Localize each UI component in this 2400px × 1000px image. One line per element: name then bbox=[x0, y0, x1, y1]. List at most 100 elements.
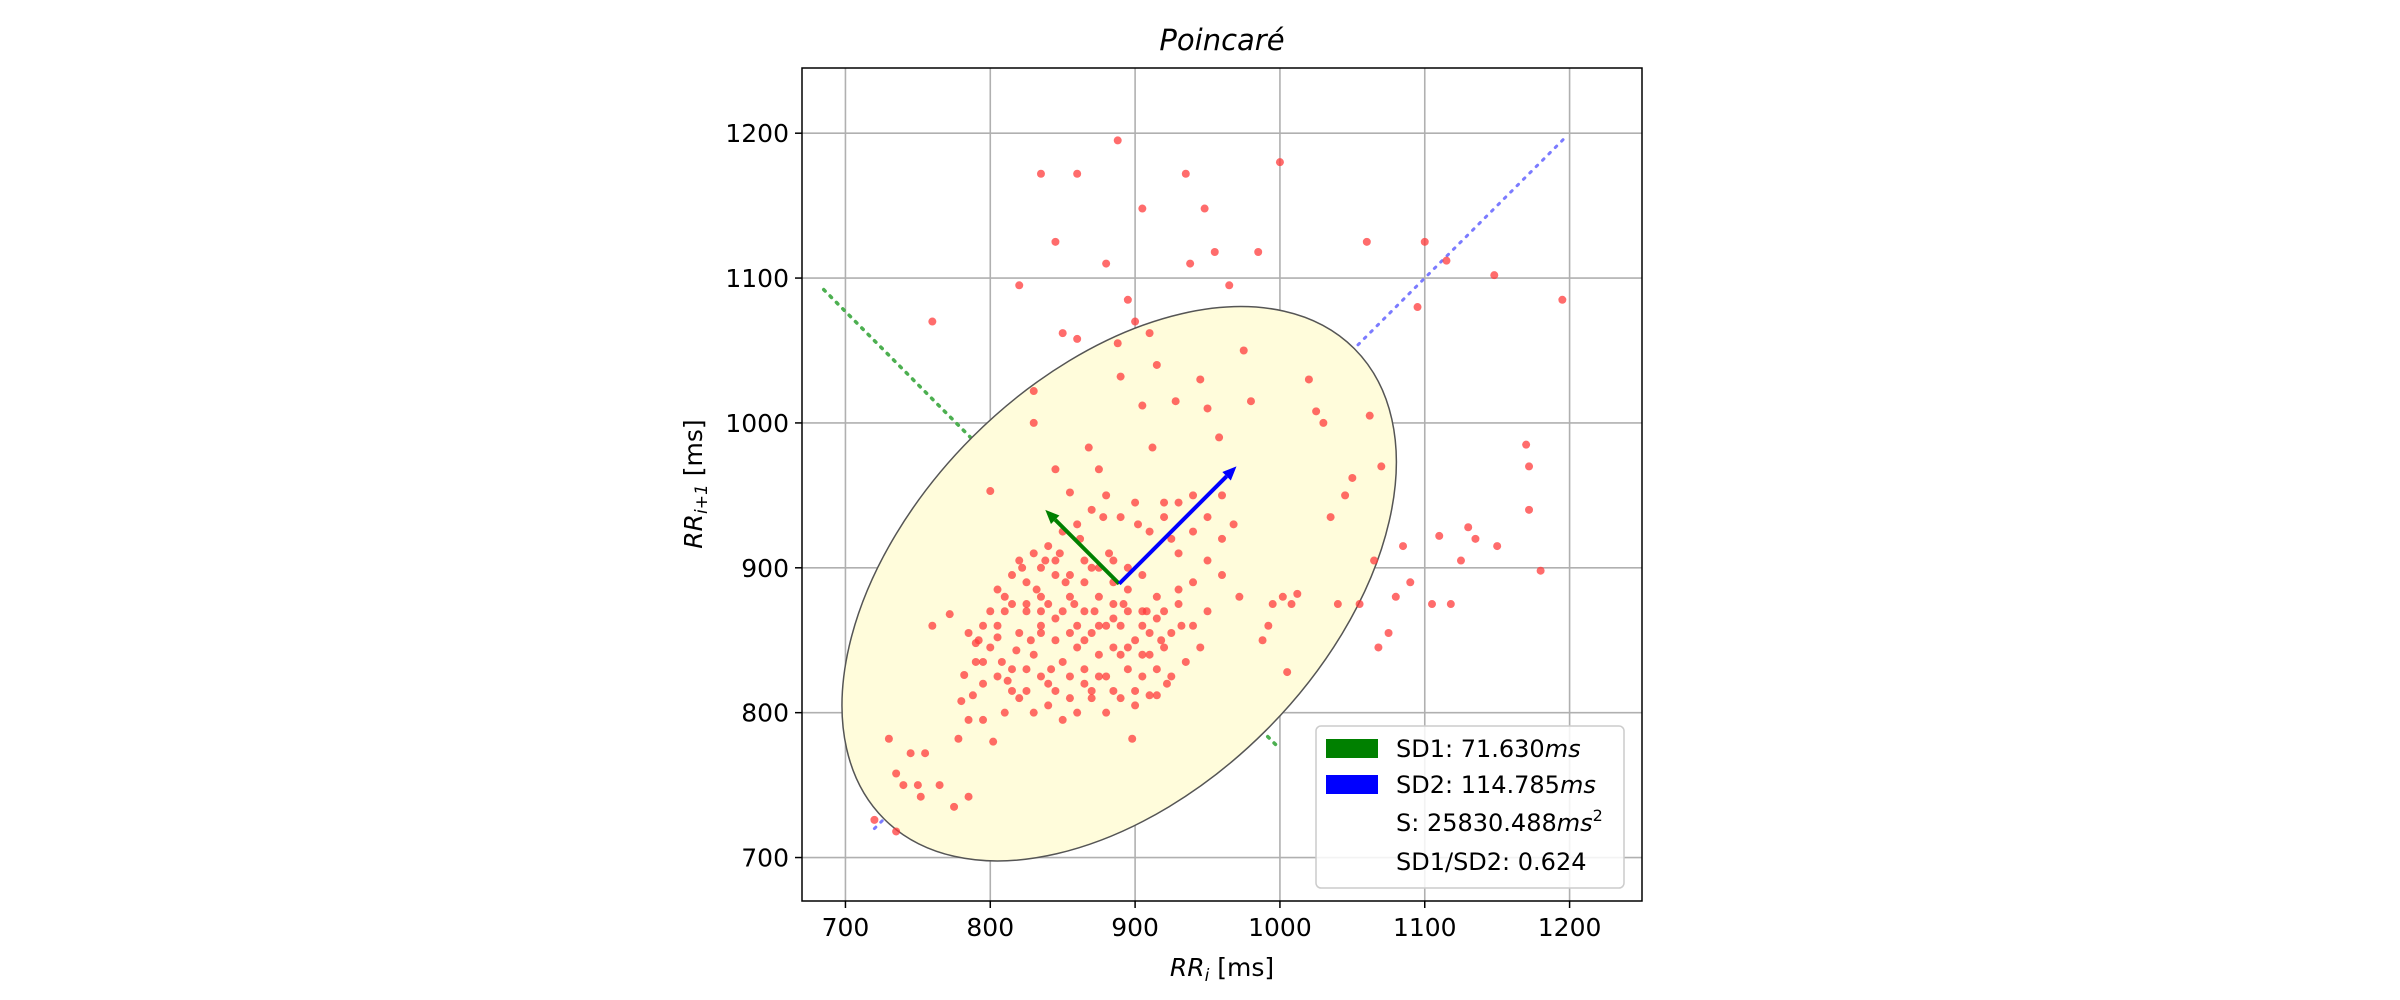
rr-point bbox=[968, 691, 977, 700]
rr-point bbox=[1254, 247, 1263, 256]
rr-point bbox=[1493, 542, 1502, 551]
rr-point bbox=[1123, 585, 1132, 594]
rr-point bbox=[1160, 643, 1169, 652]
rr-point bbox=[1029, 549, 1038, 558]
rr-point bbox=[1000, 607, 1009, 616]
rr-point bbox=[921, 749, 930, 758]
rr-point bbox=[1157, 636, 1166, 645]
rr-point bbox=[979, 679, 988, 688]
rr-point bbox=[979, 657, 988, 666]
rr-point bbox=[1374, 643, 1383, 652]
rr-point bbox=[1061, 578, 1070, 587]
rr-point bbox=[1152, 691, 1161, 700]
rr-point bbox=[1073, 169, 1082, 178]
rr-point bbox=[1464, 523, 1473, 532]
rr-point bbox=[1333, 600, 1342, 609]
x-axis-label: RRi [ms] bbox=[1170, 953, 1274, 986]
rr-point bbox=[1015, 281, 1024, 290]
rr-point bbox=[1123, 643, 1132, 652]
rr-point bbox=[1044, 542, 1053, 551]
rr-point bbox=[1123, 665, 1132, 674]
rr-point bbox=[986, 487, 995, 496]
rr-point bbox=[1087, 628, 1096, 637]
rr-point bbox=[928, 317, 937, 326]
chart-title: Poincaré bbox=[1159, 23, 1284, 57]
rr-point bbox=[1275, 158, 1284, 167]
rr-point bbox=[1094, 672, 1103, 681]
rr-point bbox=[1036, 621, 1045, 630]
rr-point bbox=[1196, 643, 1205, 652]
rr-point bbox=[1312, 407, 1321, 416]
rr-point bbox=[1044, 600, 1053, 609]
rr-point bbox=[1058, 657, 1067, 666]
rr-point bbox=[1304, 375, 1313, 384]
rr-point bbox=[1399, 542, 1408, 551]
rr-point bbox=[1210, 247, 1219, 256]
rr-point bbox=[899, 781, 908, 790]
rr-point bbox=[1391, 592, 1400, 601]
rr-point bbox=[1160, 607, 1169, 616]
rr-point bbox=[1152, 592, 1161, 601]
rr-point bbox=[1116, 650, 1125, 659]
rr-point bbox=[1145, 691, 1154, 700]
rr-point bbox=[1177, 621, 1186, 630]
rr-point bbox=[1065, 628, 1074, 637]
rr-point bbox=[1167, 534, 1176, 543]
rr-point bbox=[1065, 672, 1074, 681]
rr-point bbox=[1018, 563, 1027, 572]
legend-sd2-label: SD2: 114.785ms bbox=[1396, 771, 1596, 799]
rr-point bbox=[1218, 491, 1226, 500]
rr-point bbox=[1109, 643, 1118, 652]
rr-point bbox=[1022, 686, 1031, 695]
rr-point bbox=[1355, 600, 1364, 609]
rr-point bbox=[1239, 346, 1248, 355]
rr-point bbox=[1536, 566, 1545, 575]
legend-sd2-swatch bbox=[1326, 775, 1378, 794]
rr-point bbox=[1102, 708, 1111, 717]
rr-point bbox=[1065, 592, 1074, 601]
rr-point bbox=[892, 769, 901, 778]
rr-point bbox=[1051, 465, 1060, 474]
y-tick-label: 900 bbox=[741, 554, 789, 583]
rr-point bbox=[960, 671, 969, 680]
rr-point bbox=[1051, 614, 1060, 623]
rr-point bbox=[979, 621, 988, 630]
y-tick-label: 1100 bbox=[725, 264, 789, 293]
rr-point bbox=[989, 737, 998, 746]
rr-point bbox=[1058, 607, 1067, 616]
rr-point bbox=[993, 672, 1002, 681]
rr-point bbox=[1138, 650, 1147, 659]
x-tick-label: 1100 bbox=[1393, 913, 1457, 942]
rr-point bbox=[1268, 600, 1277, 609]
rr-point bbox=[1119, 600, 1128, 609]
rr-point bbox=[1099, 513, 1108, 522]
rr-point bbox=[1370, 556, 1379, 565]
rr-point bbox=[1522, 440, 1531, 449]
rr-point bbox=[1036, 592, 1045, 601]
rr-point bbox=[1109, 686, 1118, 695]
rr-point bbox=[1171, 397, 1180, 406]
rr-point bbox=[1218, 571, 1226, 580]
rr-point bbox=[1008, 665, 1016, 674]
y-tick-label: 1000 bbox=[725, 409, 789, 438]
rr-point bbox=[1131, 686, 1140, 695]
rr-point bbox=[1116, 694, 1125, 703]
rr-point bbox=[1051, 237, 1060, 246]
rr-point bbox=[1196, 375, 1205, 384]
rr-point bbox=[1109, 556, 1118, 565]
rr-point bbox=[1029, 708, 1038, 717]
rr-point bbox=[1105, 549, 1114, 558]
rr-point bbox=[1015, 556, 1024, 565]
rr-point bbox=[1283, 668, 1292, 677]
x-tick-label: 800 bbox=[966, 913, 1014, 942]
rr-point bbox=[979, 715, 988, 724]
rr-point bbox=[1258, 636, 1267, 645]
rr-point bbox=[1181, 169, 1190, 178]
rr-point bbox=[1029, 418, 1038, 427]
rr-point bbox=[1036, 563, 1045, 572]
rr-point bbox=[1348, 473, 1357, 482]
rr-point bbox=[993, 633, 1002, 642]
rr-point bbox=[1229, 520, 1238, 529]
rr-point bbox=[1413, 303, 1422, 312]
rr-point bbox=[1073, 621, 1082, 630]
